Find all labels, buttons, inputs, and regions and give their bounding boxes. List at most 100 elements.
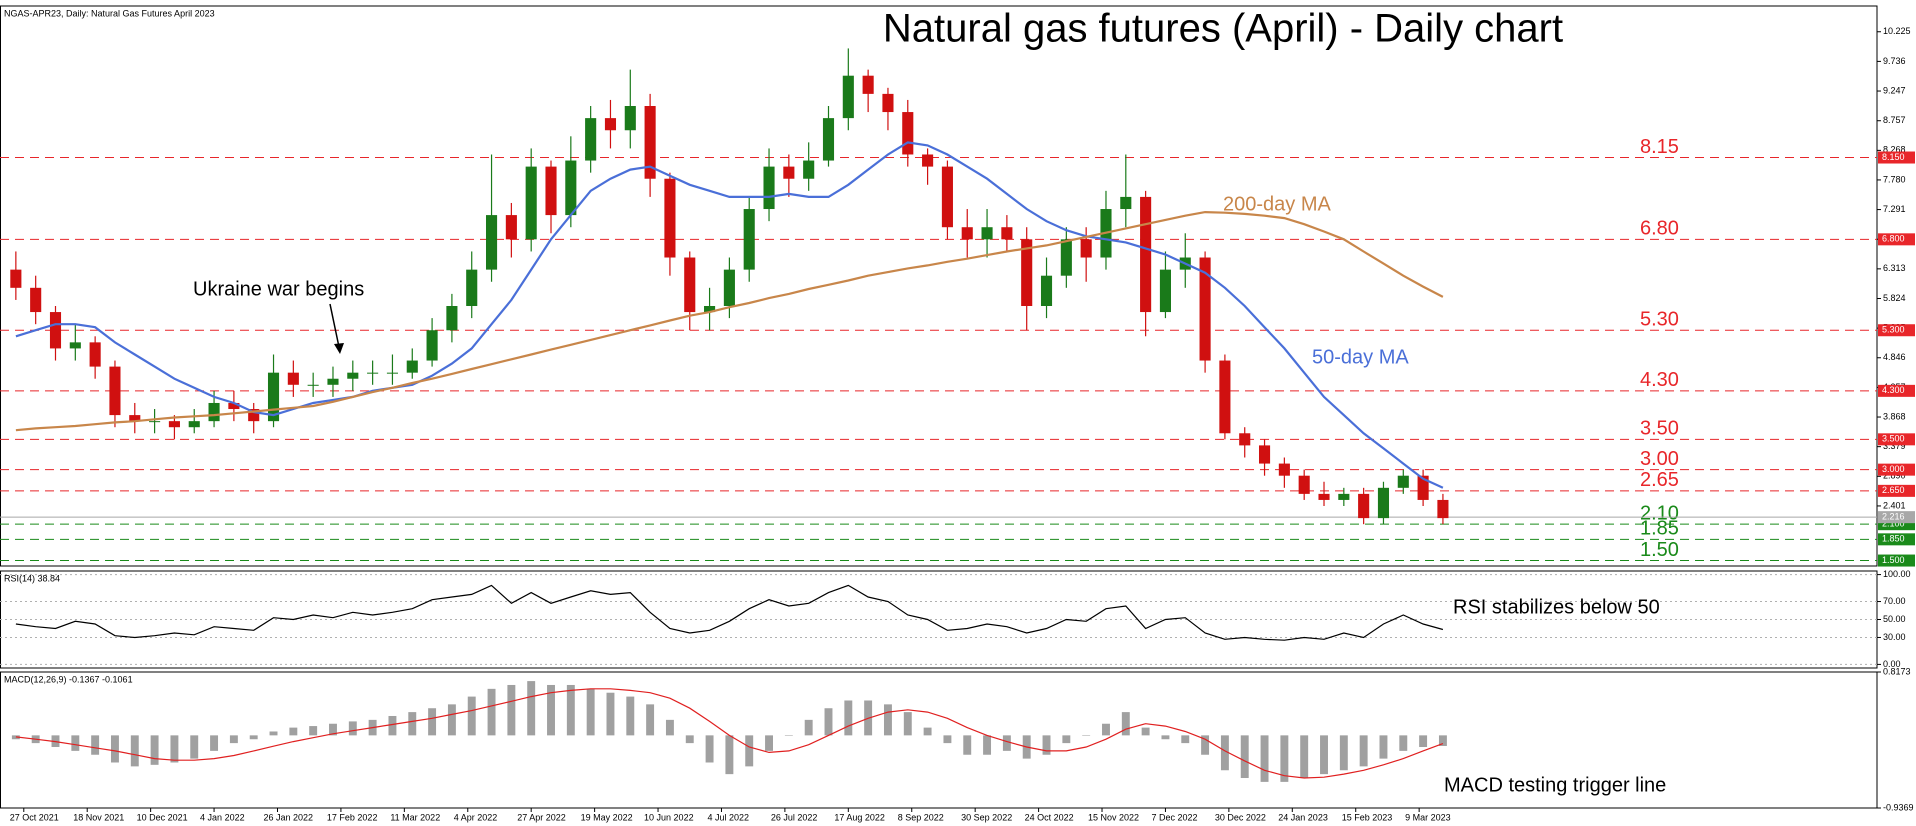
histogram-bar	[210, 735, 219, 751]
candle-body	[803, 160, 815, 179]
level-axis-label: 1.500	[1882, 555, 1905, 565]
level-axis-box	[1878, 433, 1915, 446]
level-axis-box	[1878, 151, 1915, 164]
candle-body	[704, 306, 716, 313]
y-tick-label: 0.8173	[1883, 666, 1911, 676]
histogram-bar	[1300, 735, 1309, 779]
annotation: MACD testing trigger line	[1444, 774, 1666, 796]
level-axis-label: 8.150	[1882, 152, 1905, 162]
candle-body	[644, 106, 656, 179]
candle-body	[525, 166, 537, 240]
candle-body	[1298, 475, 1310, 494]
x-tick-label: 4 Apr 2022	[454, 812, 498, 822]
histogram-bar	[1042, 735, 1051, 755]
candle-body	[1021, 239, 1033, 306]
candle-body	[1318, 493, 1330, 500]
x-tick-label: 24 Jan 2023	[1278, 812, 1328, 822]
histogram-bar	[586, 688, 595, 736]
x-tick-label: 9 Mar 2023	[1405, 812, 1451, 822]
histogram-bar	[824, 708, 833, 736]
histogram-bar	[626, 696, 635, 736]
candle-body	[565, 160, 577, 216]
histogram-bar	[1280, 735, 1289, 782]
indicator-header: NGAS-APR23, Daily: Natural Gas Futures A…	[4, 8, 215, 18]
histogram-bar	[289, 727, 298, 736]
level-axis-box	[1878, 484, 1915, 497]
y-tick-label: -0.9369	[1883, 802, 1914, 812]
candle-body	[307, 384, 319, 386]
histogram-bar	[646, 704, 655, 736]
histogram-bar	[507, 684, 516, 736]
histogram-bar	[1438, 735, 1447, 746]
histogram-bar	[249, 735, 258, 740]
x-tick-label: 4 Jan 2022	[200, 812, 245, 822]
x-tick-label: 30 Dec 2022	[1215, 812, 1266, 822]
y-tick-label: 6.313	[1883, 263, 1906, 273]
level-axis-box	[1878, 384, 1915, 397]
y-tick-label: 9.247	[1883, 85, 1906, 95]
candle-body	[1060, 239, 1072, 276]
histogram-bar	[725, 735, 734, 775]
histogram-bar	[804, 719, 813, 736]
histogram-bar	[1141, 727, 1150, 736]
histogram-bar	[1121, 712, 1130, 736]
candle-body	[604, 118, 617, 131]
histogram-bar	[665, 719, 674, 736]
histogram-bar	[547, 684, 555, 736]
x-tick-label: 15 Nov 2022	[1088, 812, 1139, 822]
annotation-arrowhead	[334, 343, 344, 354]
histogram-bar	[1240, 735, 1249, 779]
histogram-bar	[527, 681, 536, 736]
candle-body	[842, 75, 854, 119]
y-tick-label: 7.291	[1883, 204, 1906, 214]
level-label: 1.85	[1640, 518, 1679, 540]
x-tick-label: 7 Dec 2022	[1151, 812, 1197, 822]
candle-body	[1258, 445, 1271, 464]
chart-title: Natural gas futures (April) - Daily char…	[883, 7, 1563, 51]
candle-body	[1417, 475, 1429, 500]
histogram-bar	[765, 735, 773, 751]
candle-body	[664, 178, 676, 258]
indicator-header: MACD(12,26,9) -0.1367 -0.1061	[4, 674, 133, 684]
candle-body	[1140, 196, 1152, 313]
histogram-bar	[408, 712, 417, 736]
candle-body	[1239, 433, 1251, 446]
x-tick-label: 10 Jun 2022	[644, 812, 694, 822]
level-axis-box	[1878, 533, 1915, 546]
level-label: 2.10	[1640, 502, 1679, 524]
candle-body	[822, 118, 835, 161]
histogram-bar	[269, 731, 278, 736]
x-tick-label: 10 Dec 2021	[137, 812, 188, 822]
candle-body	[49, 312, 62, 349]
indicator-line	[15, 584, 1444, 641]
candle-body	[1001, 227, 1013, 240]
candle-body	[1358, 493, 1370, 519]
histogram-bar	[229, 735, 238, 744]
candle-body	[743, 209, 755, 270]
histogram-bar	[1002, 735, 1011, 751]
candle-body	[981, 227, 993, 240]
histogram-bar	[487, 688, 496, 736]
candle-body	[367, 372, 379, 374]
indicator-header: RSI(14) 38.84	[4, 573, 60, 583]
histogram-bar	[903, 712, 912, 736]
y-tick-label: 0.00	[1883, 659, 1901, 669]
y-tick-label: 30.00	[1883, 632, 1906, 642]
candle-body	[585, 118, 597, 161]
x-tick-label: 26 Jan 2022	[263, 812, 313, 822]
histogram-bar	[1399, 735, 1408, 751]
candle-body	[1437, 499, 1449, 519]
x-tick-label: 4 Jul 2022	[707, 812, 749, 822]
level-axis-box	[1878, 554, 1915, 567]
annotation: RSI stabilizes below 50	[1453, 596, 1660, 618]
candle-body	[386, 372, 398, 374]
candle-body	[862, 75, 874, 94]
candle-body	[783, 166, 795, 179]
level-label: 8.15	[1640, 136, 1679, 158]
histogram-bar	[963, 735, 972, 755]
annotation: Ukraine war begins	[193, 278, 364, 300]
candle-body	[505, 215, 517, 240]
histogram-bar	[784, 735, 793, 736]
histogram-bar	[606, 692, 615, 736]
